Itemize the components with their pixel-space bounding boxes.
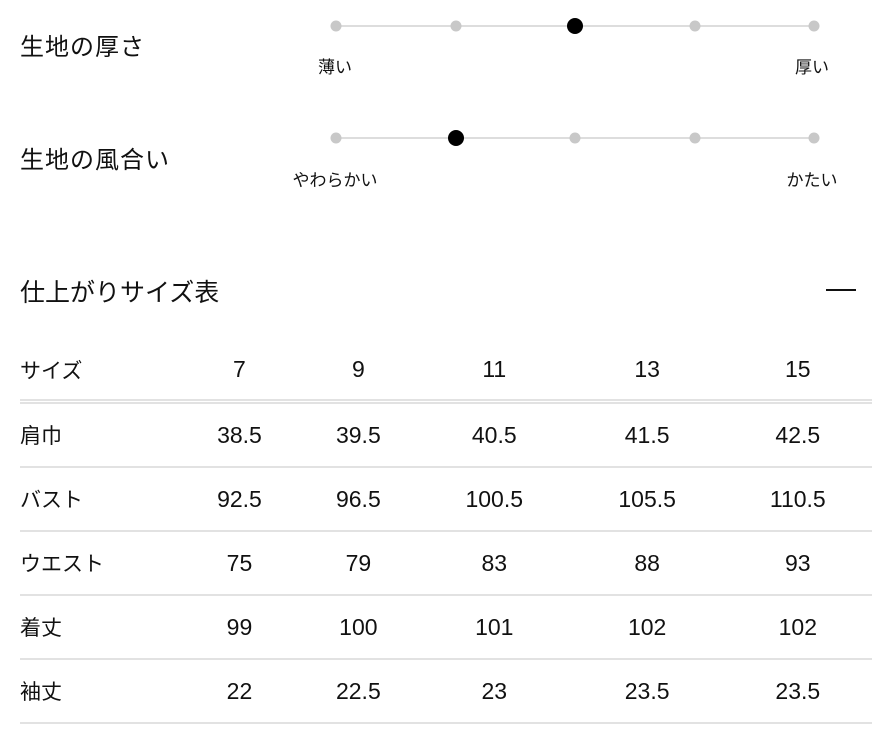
table-cell: 100.5 [417, 467, 571, 532]
scale-dot-selected [448, 130, 464, 146]
row-label: ウエスト [20, 531, 180, 596]
scale-dot [330, 132, 342, 144]
table-cell: 102 [570, 595, 724, 660]
table-cell: 75 [180, 531, 299, 596]
table-row: 肩巾 38.5 39.5 40.5 41.5 42.5 [20, 401, 872, 468]
table-cell: 93 [723, 531, 872, 596]
table-header-cell: サイズ [20, 340, 180, 404]
table-header-cell: 11 [417, 340, 571, 404]
scale-dot-selected [567, 18, 583, 34]
scale-dot [808, 20, 820, 32]
table-cell: 83 [417, 531, 571, 596]
texture-min-label: やわらかい [292, 171, 378, 191]
scale-dot [689, 132, 701, 144]
row-label: 着丈 [20, 595, 180, 660]
table-header-row: サイズ 7 9 11 13 15 [20, 340, 872, 404]
row-label: 袖丈 [20, 659, 180, 724]
table-cell: 23.5 [723, 659, 872, 724]
table-cell: 23 [417, 659, 571, 724]
row-label: バスト [20, 467, 180, 532]
table-header-cell: 9 [298, 340, 418, 404]
scale-dot [808, 132, 820, 144]
row-label: 肩巾 [20, 401, 180, 468]
table-header-cell: 13 [570, 340, 724, 404]
size-table-title: 仕上がりサイズ表 [20, 278, 220, 307]
scale-dot [569, 132, 581, 144]
table-cell: 99 [180, 595, 299, 660]
texture-max-label: かたい [786, 171, 838, 191]
table-cell: 22 [180, 659, 299, 724]
thickness-min-label: 薄い [318, 58, 352, 78]
texture-title: 生地の風合い [20, 146, 170, 174]
thickness-max-label: 厚い [795, 58, 829, 78]
table-cell: 38.5 [180, 401, 299, 468]
minus-icon[interactable] [826, 289, 856, 291]
table-row: 袖丈 22 22.5 23 23.5 23.5 [20, 659, 872, 724]
size-table: サイズ 7 9 11 13 15 肩巾 38.5 39.5 40.5 41.5 42.5 バスト 92.… [20, 340, 872, 724]
table-header-cell: 7 [180, 340, 299, 404]
table-cell: 88 [570, 531, 724, 596]
table-header-cell: 15 [723, 340, 872, 404]
scale-dot [330, 20, 342, 32]
table-cell: 22.5 [298, 659, 418, 724]
scale-dot [450, 20, 462, 32]
table-cell: 105.5 [570, 467, 724, 532]
scale-dot [689, 20, 701, 32]
table-cell: 79 [298, 531, 418, 596]
table-cell: 100 [298, 595, 418, 660]
table-cell: 39.5 [298, 401, 418, 468]
table-cell: 40.5 [417, 401, 571, 468]
table-cell: 23.5 [570, 659, 724, 724]
table-cell: 110.5 [723, 467, 872, 532]
table-cell: 41.5 [570, 401, 724, 468]
table-row: バスト 92.5 96.5 100.5 105.5 110.5 [20, 467, 872, 532]
table-row: ウエスト 75 79 83 88 93 [20, 531, 872, 596]
table-cell: 101 [417, 595, 571, 660]
table-row: 着丈 99 100 101 102 102 [20, 595, 872, 660]
thickness-title: 生地の厚さ [20, 33, 145, 61]
table-cell: 42.5 [723, 401, 872, 468]
table-cell: 96.5 [298, 467, 418, 532]
table-cell: 92.5 [180, 467, 299, 532]
table-cell: 102 [723, 595, 872, 660]
